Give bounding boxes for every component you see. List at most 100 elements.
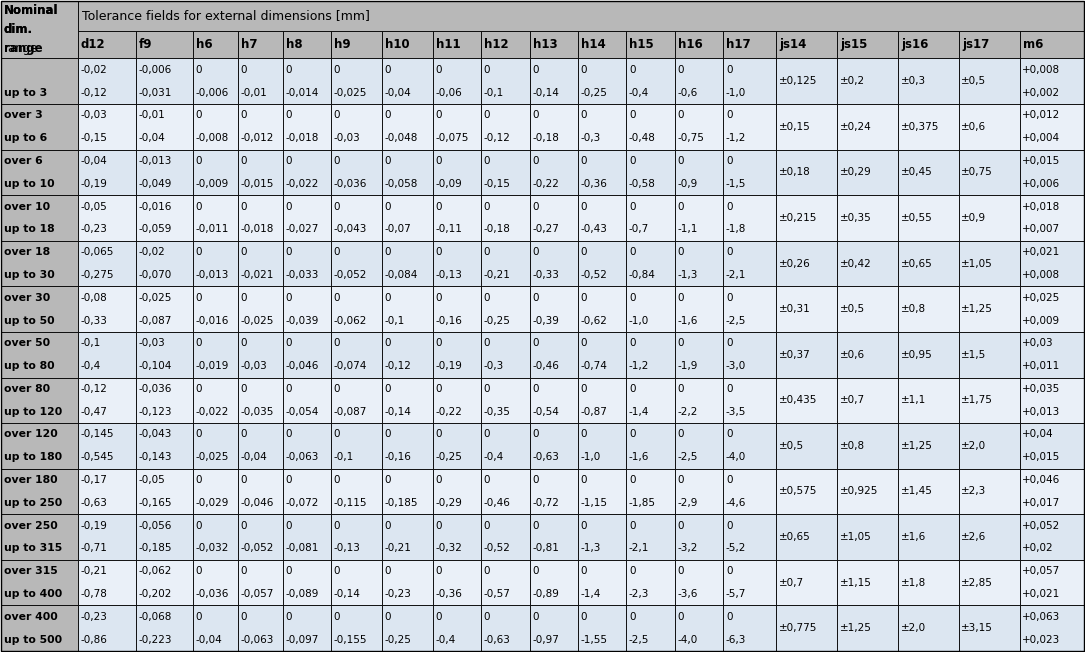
Text: 0: 0 [240,612,246,622]
Bar [481,31,529,59]
Text: h7: h7 [241,38,257,51]
Text: 0: 0 [285,384,292,394]
Text: -0,01: -0,01 [139,110,166,121]
Text: -0,031: -0,031 [139,87,173,98]
Text: 0: 0 [435,566,442,576]
Bar [777,332,838,378]
Text: +0,052: +0,052 [1022,521,1060,531]
Bar [382,332,433,378]
Text: -2,3: -2,3 [629,589,649,599]
Bar [1,423,78,469]
Bar [626,195,675,241]
Bar [898,469,959,514]
Text: 0: 0 [435,65,442,75]
Text: -0,072: -0,072 [285,498,319,508]
Text: 0: 0 [580,338,587,348]
Text: 0: 0 [384,521,391,531]
Text: ±0,95: ±0,95 [901,349,932,360]
Text: 0: 0 [484,475,490,485]
Bar [283,606,331,651]
Text: -0,065: -0,065 [80,247,114,257]
Text: 0: 0 [484,612,490,622]
Bar [898,423,959,469]
Bar [1,606,78,651]
Bar [137,286,192,332]
Text: -0,04: -0,04 [80,156,107,166]
Text: ±1,15: ±1,15 [840,578,871,587]
Text: +0,012: +0,012 [1022,110,1060,121]
Text: -1,4: -1,4 [580,589,601,599]
Text: -0,86: -0,86 [80,634,107,645]
Text: -0,43: -0,43 [580,224,608,234]
Bar [78,59,137,104]
Text: 0: 0 [726,338,732,348]
Text: d12: d12 [80,38,105,51]
Bar [238,332,283,378]
Text: 0: 0 [240,156,246,166]
Bar [529,195,578,241]
Bar [675,332,724,378]
Bar [724,378,777,423]
Text: 0: 0 [629,475,636,485]
Bar [578,469,626,514]
Text: -0,81: -0,81 [532,544,559,554]
Text: -0,33: -0,33 [532,270,559,280]
Bar [898,514,959,560]
Bar [838,606,898,651]
Bar [724,606,777,651]
Text: 0: 0 [532,156,538,166]
Text: 0: 0 [629,65,636,75]
Bar [724,286,777,332]
Text: -0,36: -0,36 [435,589,462,599]
Text: -1,6: -1,6 [677,316,698,325]
Bar [481,286,529,332]
Text: -0,72: -0,72 [532,498,559,508]
Text: ±0,42: ±0,42 [840,259,871,269]
Text: up to 18: up to 18 [4,224,54,234]
Bar [626,423,675,469]
Bar [578,31,626,59]
Bar [238,423,283,469]
Bar [959,286,1020,332]
Bar [529,241,578,286]
Bar [331,469,382,514]
Bar [238,104,283,149]
Bar [481,241,529,286]
Text: 0: 0 [532,110,538,121]
Bar [959,149,1020,195]
Bar [529,31,578,59]
Text: 0: 0 [629,156,636,166]
Text: -0,013: -0,013 [195,270,229,280]
Bar [238,241,283,286]
Bar [433,286,481,332]
Text: ±1,05: ±1,05 [961,259,993,269]
Text: -1,15: -1,15 [580,498,608,508]
Bar [898,378,959,423]
Bar [959,423,1020,469]
Bar [192,31,238,59]
Text: -1,2: -1,2 [629,361,649,371]
Text: 0: 0 [677,65,684,75]
Text: 0: 0 [285,110,292,121]
Text: -1,2: -1,2 [726,133,746,143]
Bar [529,286,578,332]
Bar [838,59,898,104]
Text: 0: 0 [285,247,292,257]
Text: -0,025: -0,025 [334,87,367,98]
Text: 0: 0 [629,338,636,348]
Bar [433,31,481,59]
Text: ±0,2: ±0,2 [840,76,865,86]
Bar [137,560,192,606]
Bar [626,560,675,606]
Text: 0: 0 [435,110,442,121]
Bar [192,469,238,514]
Bar [724,469,777,514]
Text: -0,039: -0,039 [285,316,319,325]
Text: -0,104: -0,104 [139,361,173,371]
Text: -0,52: -0,52 [580,270,608,280]
Bar [959,606,1020,651]
Bar [192,104,238,149]
Bar [529,606,578,651]
Text: h12: h12 [484,38,509,51]
Text: 0: 0 [195,65,202,75]
